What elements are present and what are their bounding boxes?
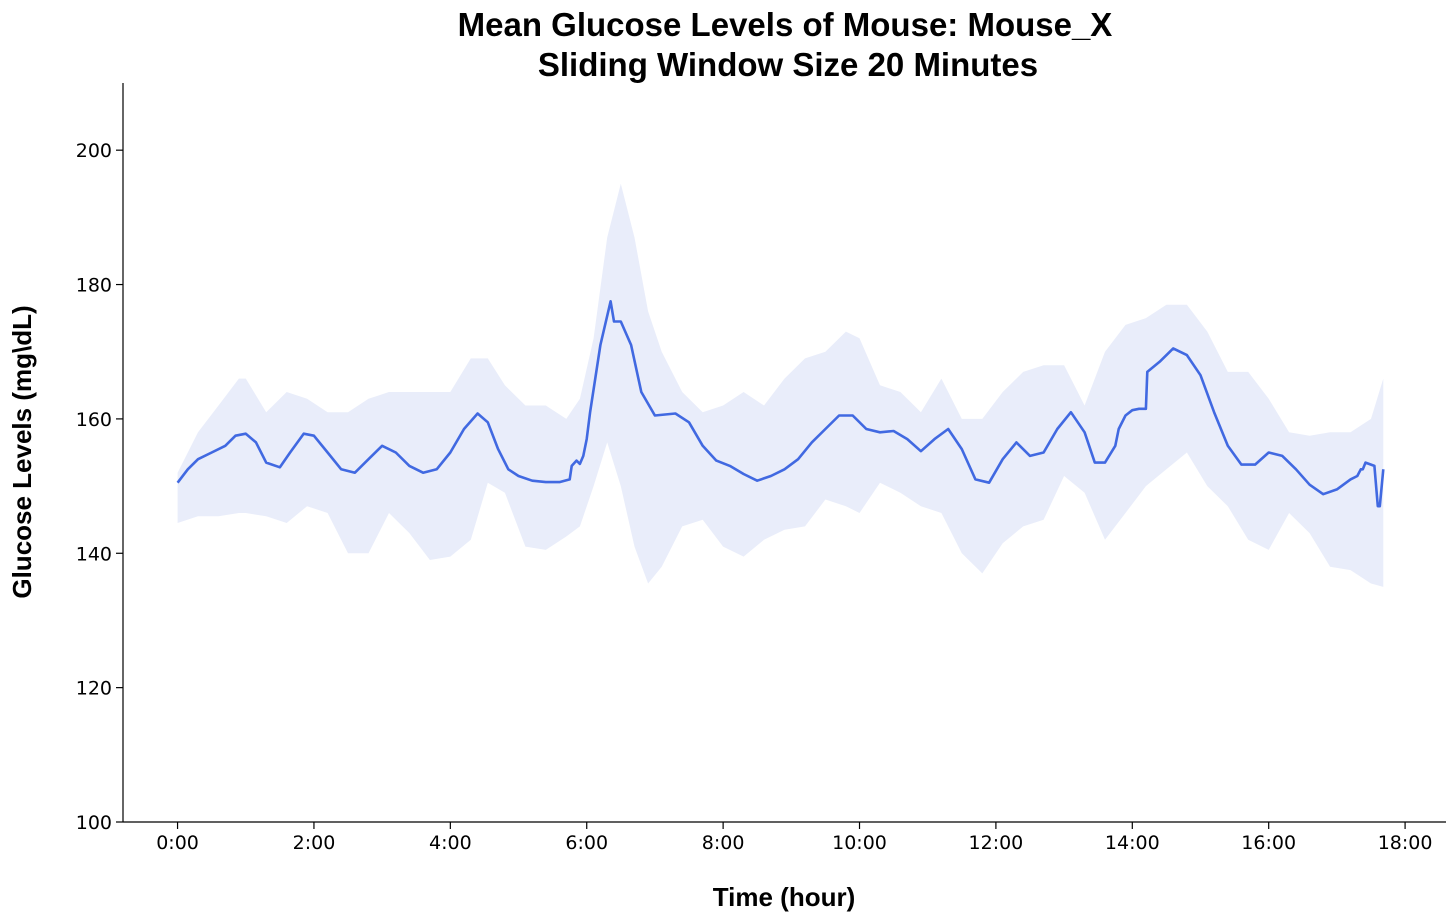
y-tick-label: 160 (76, 409, 112, 431)
mean-glucose-line (176, 300, 1385, 508)
x-tick-label: 0:00 (156, 832, 199, 854)
y-tick-label: 180 (76, 275, 112, 297)
plot-area (176, 183, 1385, 587)
y-tick-label: 120 (76, 678, 112, 700)
y-axis-ticks: 100 120 140 160 180 200 (76, 140, 123, 834)
y-tick-label: 100 (76, 812, 112, 834)
x-tick-label: 12:00 (969, 832, 1024, 854)
x-tick-label: 14:00 (1105, 832, 1160, 854)
y-axis-label: Glucose Levels (mg\dL) (7, 305, 37, 598)
chart-title-line2: Sliding Window Size 20 Minutes (538, 46, 1038, 83)
y-tick-label: 200 (76, 140, 112, 162)
y-tick-label: 140 (76, 543, 112, 565)
x-axis-ticks: 0:00 2:00 4:00 6:00 8:00 10:00 12:00 14:00 16:00… (156, 822, 1432, 854)
x-tick-label: 4:00 (429, 832, 472, 854)
x-tick-label: 6:00 (565, 832, 608, 854)
confidence-band (177, 183, 1384, 587)
x-axis-label: Time (hour) (713, 882, 856, 912)
x-tick-label: 10:00 (832, 832, 887, 854)
chart-title-line1: Mean Glucose Levels of Mouse: Mouse_X (458, 6, 1113, 43)
x-tick-label: 16:00 (1241, 832, 1296, 854)
x-tick-label: 8:00 (702, 832, 745, 854)
x-tick-label: 2:00 (293, 832, 336, 854)
x-tick-label: 18:00 (1378, 832, 1433, 854)
